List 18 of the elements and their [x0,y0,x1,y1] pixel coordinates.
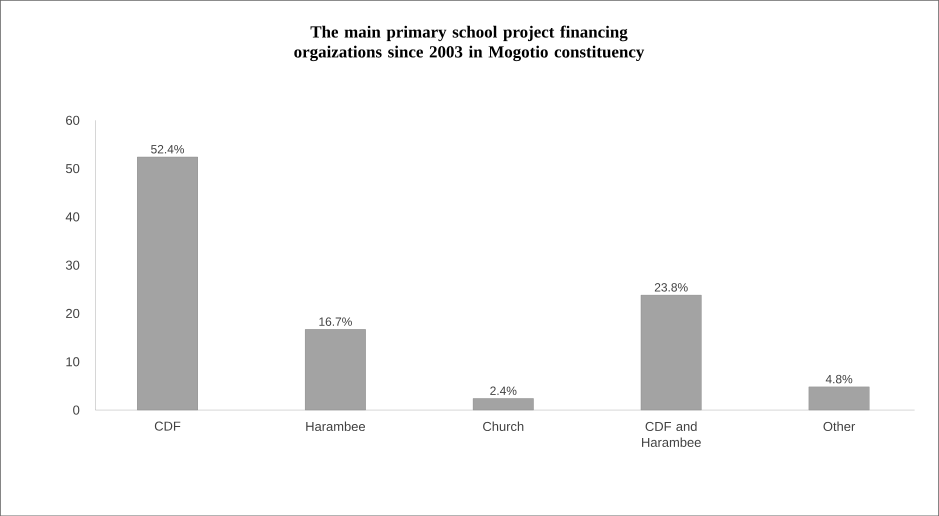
y-tick-label: 60 [66,116,80,125]
data-label: 4.8% [826,374,852,384]
x-tick-label: Other [824,421,856,431]
data-label: 52.4% [151,144,184,154]
data-label: 2.4% [490,386,516,395]
x-tick-label: Harambee [306,421,366,431]
x-tick-label: Church [483,421,524,431]
x-tick-label: CDF [154,421,180,431]
data-label: 23.8% [654,282,688,292]
x-tick-label: CDF and Harambee [642,421,701,447]
data-label: 16.7% [319,317,352,326]
y-tick-label: 50 [66,164,80,173]
y-tick-label: 0 [73,405,80,414]
y-tick-label: 20 [66,308,80,318]
y-tick-label: 10 [66,357,80,366]
chart-title: The main primary school project financing orgaizations since 2003 in Mogotio constituency [294,25,644,61]
y-tick-label: 40 [66,212,80,222]
y-tick-label: 30 [66,260,80,270]
